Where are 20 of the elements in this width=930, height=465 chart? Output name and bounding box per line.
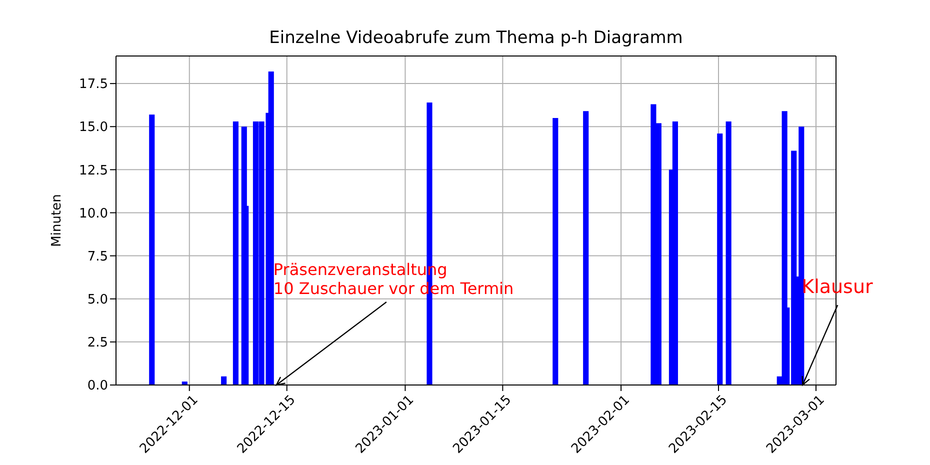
chart-title: Einzelne Videoabrufe zum Thema p-h Diagramm bbox=[268, 28, 684, 48]
bar bbox=[149, 114, 155, 385]
bar bbox=[583, 111, 589, 385]
y-tick-label: 5.0 bbox=[87, 292, 108, 308]
y-tick-label: 2.5 bbox=[87, 336, 108, 351]
bar bbox=[552, 118, 558, 385]
y-tick-label: 10.0 bbox=[79, 206, 108, 222]
bar bbox=[798, 126, 804, 385]
bar bbox=[221, 376, 227, 385]
y-tick-label: 7.5 bbox=[87, 249, 108, 264]
y-tick-label: 12.5 bbox=[79, 163, 108, 178]
bar bbox=[672, 121, 678, 385]
y-tick-label: 15.0 bbox=[79, 120, 108, 136]
bar bbox=[717, 134, 723, 385]
y-tick-label: 0.0 bbox=[87, 378, 108, 394]
y-tick-label: 17.5 bbox=[79, 77, 108, 92]
bar bbox=[268, 72, 274, 385]
y-axis-title: Minuten bbox=[50, 194, 65, 247]
bar bbox=[232, 121, 239, 385]
bar bbox=[726, 121, 732, 385]
